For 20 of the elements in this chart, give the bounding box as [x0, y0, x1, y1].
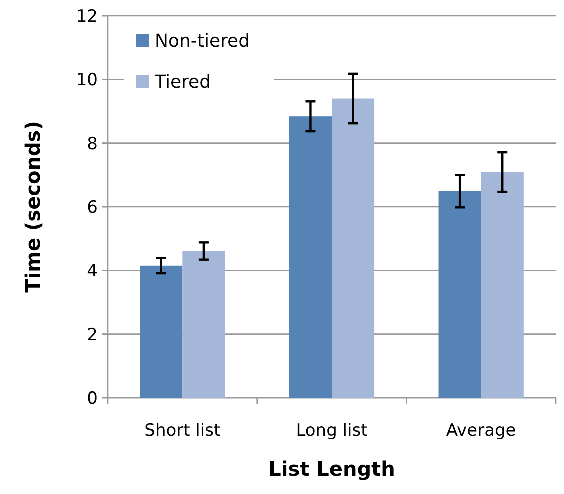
y-tick-label: 2 — [87, 325, 98, 346]
x-tick-label: Long list — [296, 421, 368, 441]
legend-label: Non-tiered — [155, 31, 250, 52]
bar — [438, 191, 482, 398]
x-axis-title: List Length — [268, 457, 396, 481]
legend-label: Tiered — [154, 72, 212, 93]
bar — [332, 98, 375, 398]
bar — [140, 266, 183, 398]
y-tick-label: 8 — [87, 134, 98, 154]
bar — [289, 116, 332, 398]
x-tick-label: Average — [446, 421, 516, 441]
y-tick-label: 0 — [87, 388, 98, 409]
bar — [182, 251, 226, 398]
y-axis-title: Time (seconds) — [21, 121, 45, 293]
bar — [481, 172, 524, 398]
y-tick-label: 4 — [87, 262, 98, 282]
y-tick-label: 6 — [87, 198, 98, 218]
y-tick-label: 12 — [76, 6, 98, 27]
y-tick-label: 10 — [76, 70, 98, 91]
x-tick-label: Short list — [144, 421, 221, 441]
